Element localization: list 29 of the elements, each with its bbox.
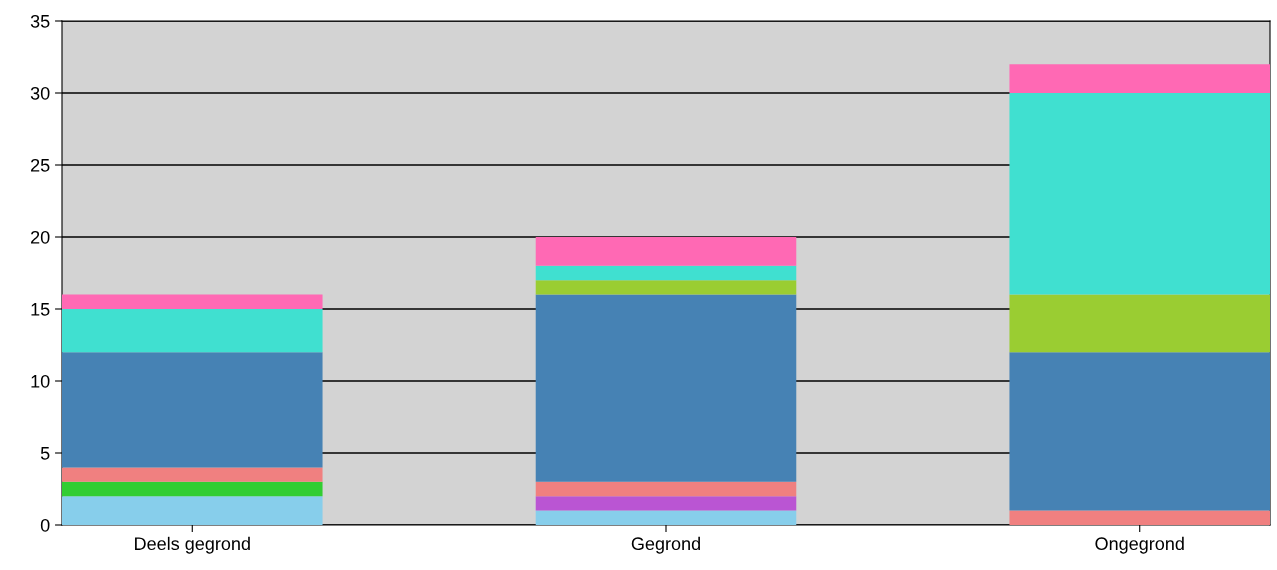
y-tick-label: 25 (31, 158, 50, 172)
bar (535, 294, 797, 482)
bar (535, 496, 797, 511)
bar (62, 294, 323, 309)
bar (535, 510, 797, 525)
bar (1009, 294, 1270, 353)
bar (535, 481, 797, 497)
x-tick-label: Gegrond (631, 536, 700, 554)
bar (1009, 64, 1270, 93)
y-tick-label: 0 (40, 518, 50, 532)
y-tick-label: 30 (30, 86, 50, 100)
bar (62, 352, 323, 468)
bar (62, 481, 323, 497)
x-tick-label: Deels gegrond (135, 536, 250, 554)
bar (535, 265, 797, 281)
y-tick-label: 15 (31, 303, 50, 316)
bar (62, 309, 323, 353)
y-tick-label: 5 (40, 447, 50, 460)
y-tick-label: 20 (31, 230, 50, 244)
bar (62, 467, 323, 482)
bar (1009, 352, 1270, 511)
bar (62, 496, 323, 525)
bar (1009, 93, 1270, 295)
bar (535, 280, 797, 295)
y-tick-label: 10 (31, 374, 50, 388)
bar (535, 237, 797, 266)
x-tick-label: Ongegrond (1095, 536, 1184, 554)
y-tick-label: 35 (30, 14, 50, 28)
bar (1009, 510, 1270, 525)
